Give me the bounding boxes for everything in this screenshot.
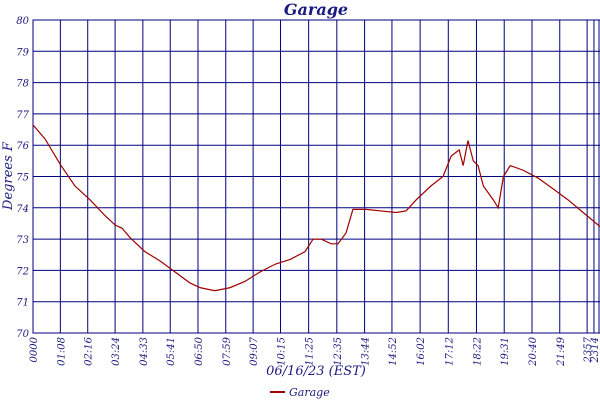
x-tick-label: 13:44 — [361, 337, 372, 366]
y-tick-label: 80 — [16, 16, 29, 27]
y-tick-label: 70 — [16, 329, 29, 340]
x-tick-label: 12:35 — [333, 337, 344, 366]
x-tick-label: 16:02 — [416, 337, 427, 366]
x-tick-label: 09:07 — [249, 336, 260, 365]
data-line — [32, 124, 600, 292]
x-tick-label: 14:52 — [388, 337, 399, 366]
x-tick-label: 18:22 — [472, 337, 483, 366]
y-tick-label: 76 — [16, 141, 29, 152]
x-tick-label: 11:25 — [305, 337, 316, 366]
y-tick-label: 78 — [16, 79, 29, 90]
x-tick-label: 05:41 — [166, 337, 177, 366]
x-tick-label: 2314 — [590, 337, 600, 363]
x-tick-label: 07:59 — [222, 336, 233, 365]
x-tick-label: 01:08 — [56, 337, 67, 366]
y-tick-label: 73 — [16, 235, 29, 246]
x-tick-label: 17:12 — [444, 337, 455, 366]
x-tick-label: 03:24 — [111, 337, 122, 366]
y-tick-label: 71 — [16, 298, 29, 309]
y-tick-label: 75 — [16, 173, 29, 184]
plot-frame — [32, 19, 600, 334]
x-tick-label: 04:33 — [139, 337, 150, 366]
y-tick-label: 72 — [16, 266, 29, 277]
legend-label: Garage — [289, 386, 330, 399]
y-tick-label: 74 — [16, 204, 29, 215]
x-tick-label: 0000 — [29, 336, 40, 362]
x-tick-label: 06:50 — [194, 336, 205, 365]
y-tick-label: 77 — [16, 110, 29, 121]
y-axis-label: Degrees F — [1, 141, 16, 211]
x-tick-label: 20:40 — [528, 336, 539, 366]
x-tick-label: 02:16 — [84, 336, 95, 365]
x-tick-label: 21:49 — [556, 336, 567, 366]
y-tick-label: 79 — [16, 47, 29, 58]
x-tick-label: 10:15 — [276, 337, 287, 366]
x-tick-label: 19:31 — [500, 337, 511, 366]
x-axis-label: 06/16/23 (EST) — [266, 364, 366, 379]
x-tick-label: 2357 — [583, 336, 594, 363]
chart-title: Garage — [284, 0, 348, 19]
